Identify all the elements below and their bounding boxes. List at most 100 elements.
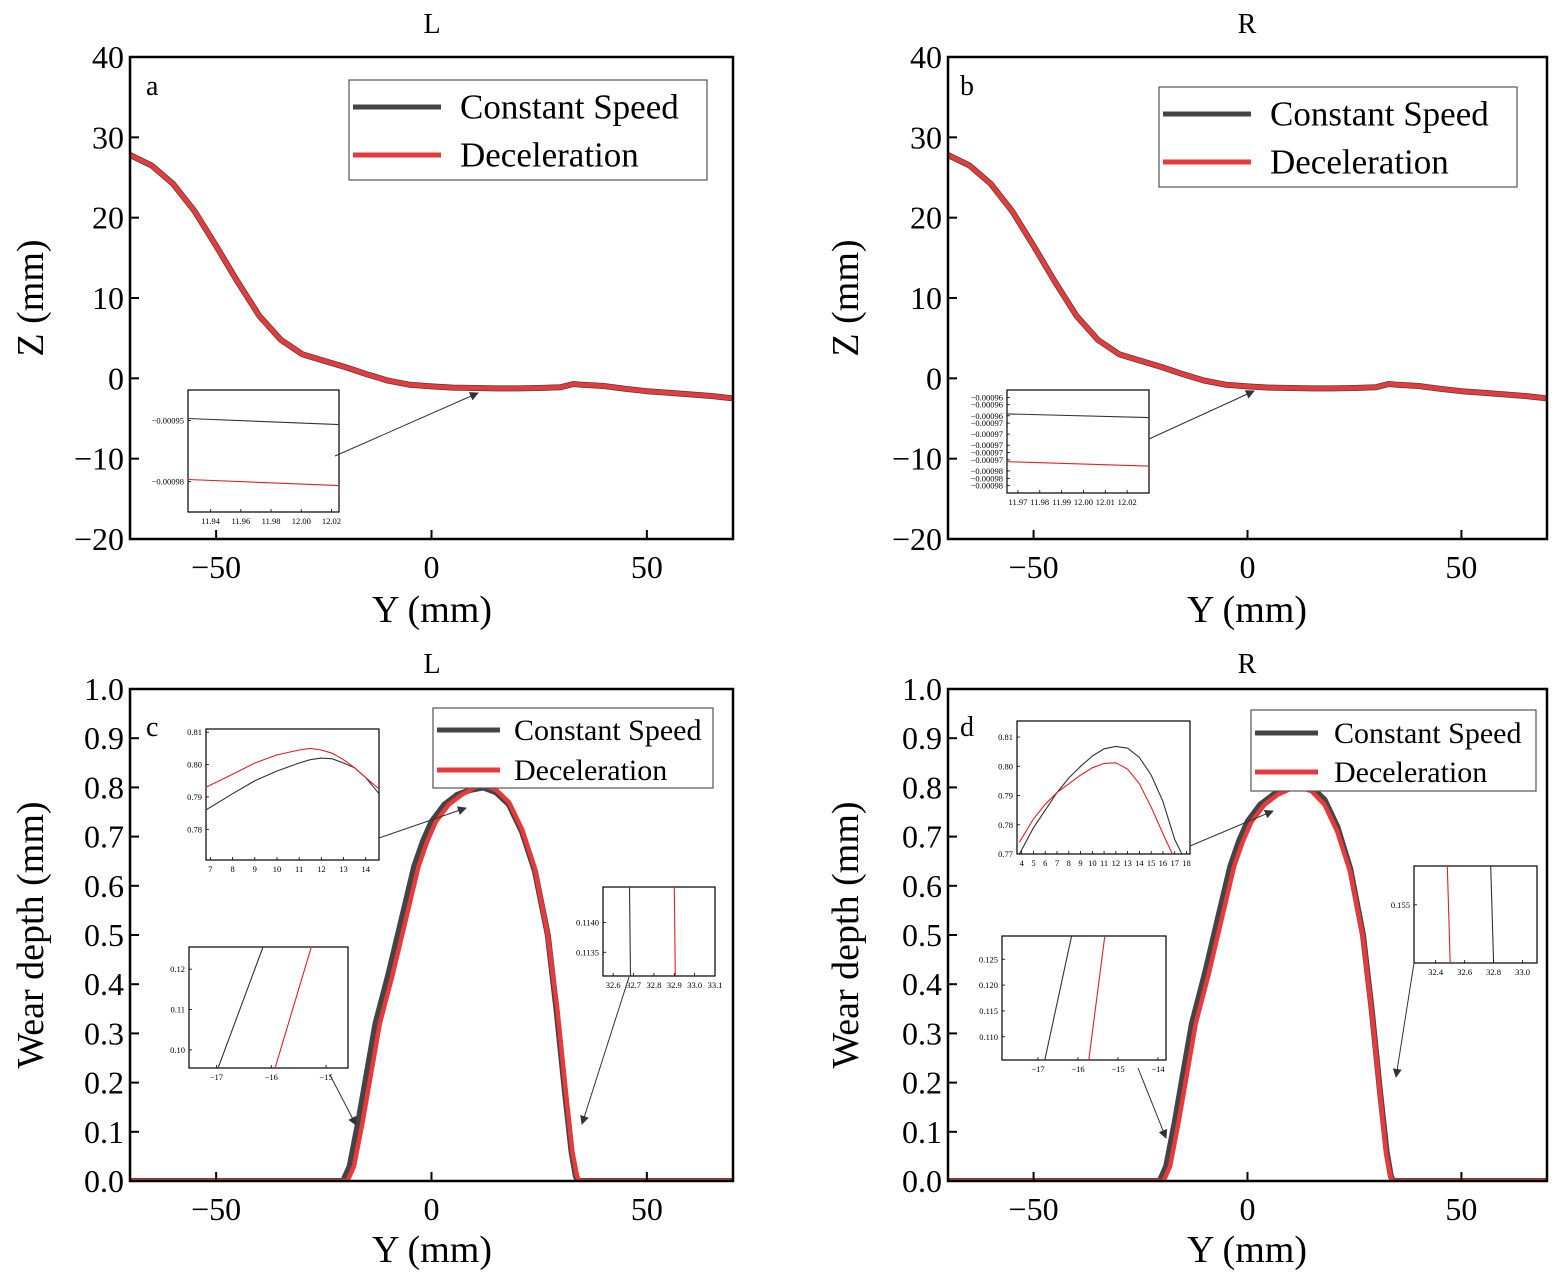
inset-x-tick-label: 7 xyxy=(1055,858,1059,868)
inset-y-tick-label: 0.155 xyxy=(1391,900,1410,910)
inset-x-tick-label: 9 xyxy=(1078,858,1082,868)
legend-label: Constant Speed xyxy=(1270,95,1489,134)
inset-x-tick-label: 13 xyxy=(339,864,348,874)
panel-title: L xyxy=(423,649,440,680)
x-tick-label: 50 xyxy=(1445,1191,1477,1227)
inset-x-tick-label: 12.00 xyxy=(292,516,311,526)
panel-title: R xyxy=(1238,649,1257,680)
inset-x-tick-label: 11.97 xyxy=(1009,497,1028,507)
y-tick-label: 0.5 xyxy=(84,917,124,953)
legend-label: Constant Speed xyxy=(514,714,702,747)
inset-x-tick-label: 12.00 xyxy=(1074,497,1093,507)
inset-series xyxy=(1007,413,1149,467)
chart-panel-c: L 0.0 0.1 0.2 0.3 0.4 0.5 0.6 0.7 0.8 0.9 1.0 −50 0 50… xyxy=(10,649,735,1271)
inset-x-tick-label: 14 xyxy=(1135,858,1144,868)
inset-y-tick-label: 0.1135 xyxy=(576,947,599,957)
inset-line-deceleration xyxy=(1018,762,1173,854)
x-tick-label: 50 xyxy=(631,1191,663,1227)
inset-x-tick-label: 8 xyxy=(1067,858,1071,868)
series-line-deceleration xyxy=(130,782,733,1181)
x-axis-label: Y (mm) xyxy=(372,589,492,631)
inset-y-tick-label: −0.00097 xyxy=(971,418,1003,428)
inset-connector-arrows xyxy=(329,390,1415,1139)
connector-arrow xyxy=(1137,1067,1168,1139)
inset-line-deceleration xyxy=(188,478,339,487)
inset-series xyxy=(217,947,312,1068)
inset-line-deceleration xyxy=(1446,866,1451,963)
inset-x-tick-label: 11.96 xyxy=(231,516,250,526)
series-line-constant-speed xyxy=(948,152,1547,402)
legend-box xyxy=(1158,86,1518,188)
inset-x-tick-label: −17 xyxy=(210,1072,223,1082)
y-tick-label: 1.0 xyxy=(84,671,124,707)
inset-y-tick-label: 0.11 xyxy=(170,1005,185,1015)
y-tick-label: 0.0 xyxy=(84,1163,124,1199)
inset-series xyxy=(1044,936,1106,1060)
connector-arrow xyxy=(580,976,630,1125)
inset-x-tick-label: −15 xyxy=(319,1072,332,1082)
y-tick-label: 0.3 xyxy=(84,1015,124,1051)
connector-arrow xyxy=(1148,390,1255,440)
inset-x-tick-label: 32.7 xyxy=(626,980,641,990)
inset-line-deceleration xyxy=(1088,936,1106,1060)
y-tick-label: 0 xyxy=(926,360,942,396)
legend-label: Constant Speed xyxy=(1334,717,1522,750)
inset-1: −17 −16 −15 −14 0.110 0.115 0.120 0.125 xyxy=(979,935,1167,1074)
inset-y-tick-label: 0.77 xyxy=(998,849,1013,859)
y-axis-label: Wear depth (mm) xyxy=(825,801,867,1068)
inset-x-tick-label: −17 xyxy=(1031,1064,1044,1074)
inset-x-tick-label: 10 xyxy=(1088,858,1097,868)
inset-x-tick-label: −15 xyxy=(1111,1064,1124,1074)
inset-y-tick-label: −0.00097 xyxy=(971,448,1003,458)
y-tick-label: 0.3 xyxy=(902,1015,942,1051)
series-line-deceleration xyxy=(948,784,1547,1181)
inset-series xyxy=(1018,745,1183,854)
inset-0: 7 8 9 10 11 12 13 14 0.78 0.79 0.80 0.81 xyxy=(187,727,380,874)
y-tick-label: 0 xyxy=(108,360,124,396)
inset-x-tick-label: 11.99 xyxy=(1052,497,1071,507)
inset-y-tick-label: −0.00098 xyxy=(971,481,1003,491)
inset-x-tick-label: 7 xyxy=(208,864,212,874)
inset-y-tick-label: 0.81 xyxy=(187,727,202,737)
legend: Constant Speed Deceleration xyxy=(1158,86,1518,188)
inset-y-tick-label: −0.00097 xyxy=(971,429,1003,439)
inset-x-tick-label: 11 xyxy=(1100,858,1108,868)
inset-x-tick-label: 32.4 xyxy=(1428,967,1444,977)
series-line-constant-speed xyxy=(130,152,733,402)
inset-x-tick-label: 13 xyxy=(1123,858,1132,868)
x-axis-label: Y (mm) xyxy=(1187,589,1307,631)
inset-x-tick-label: 12.01 xyxy=(1096,497,1115,507)
y-axis-label: Wear depth (mm) xyxy=(10,801,52,1068)
inset-frame xyxy=(602,886,716,977)
x-tick-label: −50 xyxy=(1009,549,1059,585)
inset-y-tick-label: −0.00097 xyxy=(971,455,1003,465)
x-tick-label: −50 xyxy=(1009,1191,1059,1227)
y-axis-label: Z (mm) xyxy=(825,239,867,356)
y-tick-label: 40 xyxy=(92,39,124,75)
inset-0: 4 5 6 7 8 9 10 11 12 13 14 15 16 17 18 0.77 0.78 0.79 0.80… xyxy=(998,720,1191,868)
series-group xyxy=(130,782,733,1181)
inset-line-constant-speed xyxy=(1018,745,1183,854)
inset-y-tick-label: 0.78 xyxy=(998,820,1013,830)
inset-y-tick-label: −0.00098 xyxy=(152,477,184,487)
x-tick-label: −50 xyxy=(191,549,241,585)
series-group xyxy=(130,152,733,402)
inset-1: −17 −16 −15 0.10 0.11 0.12 xyxy=(170,946,349,1082)
inset-x-tick-label: 32.9 xyxy=(667,980,682,990)
panel-letter: a xyxy=(146,71,159,102)
inset-frame xyxy=(188,946,349,1069)
inset-y-tick-label: −0.00098 xyxy=(971,466,1003,476)
inset-line-deceleration xyxy=(206,747,379,790)
x-axis-label: Y (mm) xyxy=(1187,1229,1307,1271)
y-tick-label: 0.9 xyxy=(902,720,942,756)
inset-frame xyxy=(1016,720,1191,855)
y-tick-label: 0.0 xyxy=(902,1163,942,1199)
x-tick-label: 50 xyxy=(631,549,663,585)
y-tick-label: 0.1 xyxy=(84,1114,124,1150)
inset-y-tick-label: 0.110 xyxy=(979,1032,998,1042)
chart-panel-d: R0.00.10.20.30.40.50.60.70.80.91.0−50 0 50… xyxy=(825,649,1549,1271)
inset-x-tick-label: 33.1 xyxy=(708,980,723,990)
inset-x-tick-label: 16 xyxy=(1159,858,1168,868)
legend-label: Constant Speed xyxy=(460,88,679,127)
